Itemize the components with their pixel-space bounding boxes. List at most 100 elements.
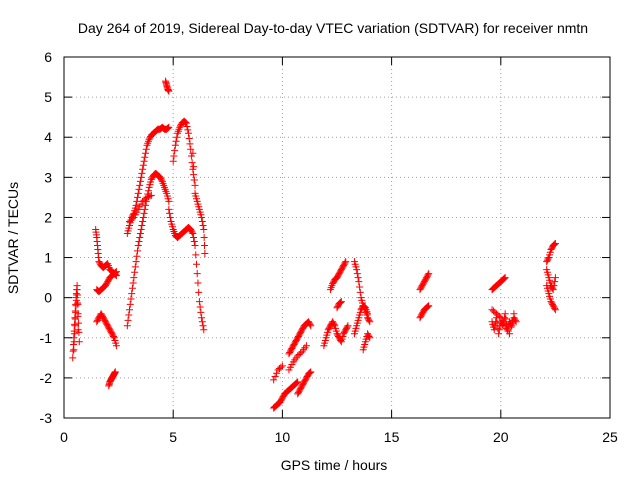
x-tick-label: 20 [493,429,509,445]
data-point [73,299,81,307]
series-fall-5.5-low [174,223,208,334]
series-seg-22.3-low [543,282,559,314]
x-tick-label: 10 [275,429,291,445]
data-point [111,270,119,278]
series-seg-2.1 [105,368,119,390]
data-point [112,271,120,279]
data-point [142,149,150,157]
y-tick-label: 2 [44,209,52,225]
data-point [502,315,510,323]
data-point [198,217,206,225]
data-point [127,295,135,303]
data-point [164,124,172,132]
data-point [201,242,209,250]
data-point [72,308,80,316]
data-point [70,338,78,346]
data-point [69,347,77,355]
data-point [366,334,374,342]
data-point [132,201,140,209]
data-point [173,133,181,141]
plot-frame [63,56,611,419]
data-point [132,258,140,266]
x-tick-label: 25 [602,429,618,445]
data-point [165,87,173,95]
y-tick-label: 3 [44,169,52,185]
data-point [112,272,120,280]
y-tick-label: -1 [40,330,53,346]
data-point [188,159,196,167]
data-point [190,163,198,171]
data-point [71,322,79,330]
data-point [365,332,373,340]
data-point [199,322,207,330]
data-point [353,270,361,278]
x-tick-label: 5 [169,429,177,445]
data-point [146,192,154,200]
data-point [508,316,516,324]
data-point [185,135,193,143]
data-point [278,362,286,370]
data-point [191,181,199,189]
data-point [172,137,180,145]
data-point [134,189,142,197]
data-point [147,191,155,199]
data-point [198,318,206,326]
series-mid-10.8 [294,368,315,398]
data-point [131,263,139,271]
data-point [271,373,279,381]
y-tick-label: -3 [40,410,53,426]
data-point [123,322,131,330]
y-axis-label: SDTVAR / TECUs [5,182,21,294]
data-point [330,320,338,328]
data-point [510,310,518,318]
data-point [112,342,120,350]
data-point [137,225,145,233]
data-point [133,252,141,260]
chart-title: Day 264 of 2019, Sidereal Day-to-day VTE… [78,20,588,36]
data-point [190,176,198,184]
data-point [344,322,352,330]
data-point [501,274,509,282]
y-tick-label: 4 [44,129,52,145]
data-point [124,316,132,324]
data-point [353,266,361,274]
data-point [163,125,171,133]
data-point [143,193,151,201]
y-tick-labels: -3 -2 -1 0 1 2 3 4 5 6 [40,49,53,426]
data-point [201,250,209,258]
data-point [136,234,144,241]
data-point [171,147,179,155]
data-point [134,242,142,250]
data-point [131,268,139,276]
data-point [110,332,118,340]
data-point [307,322,315,330]
data-point [194,279,202,287]
data-point [355,278,363,286]
data-point [337,336,345,344]
x-tick-label: 0 [60,429,68,445]
data-point [200,326,208,334]
x-tick-labels: 0 5 10 15 20 25 [60,429,618,445]
data-point [182,119,190,127]
y-tick-label: -2 [40,370,53,386]
data-point [550,241,558,249]
data-point [549,286,557,294]
data-point [199,221,207,229]
data-point [144,187,152,195]
series-seg-19.8-up [488,274,509,294]
data-point [292,379,300,387]
data-point [512,318,520,326]
data-point [158,176,166,184]
data-point [270,376,278,384]
series-seg-1.5-low [93,310,120,350]
data-point [182,119,190,127]
x-axis-label: GPS time / hours [281,457,388,473]
series-rise-upper [123,123,173,237]
data-point [356,283,364,291]
data-point [129,279,137,287]
data-point [366,318,374,326]
series-seg-16.5-low [416,302,433,322]
data-point [197,308,205,316]
x-tick-label: 15 [384,429,400,445]
data-point [170,152,178,160]
